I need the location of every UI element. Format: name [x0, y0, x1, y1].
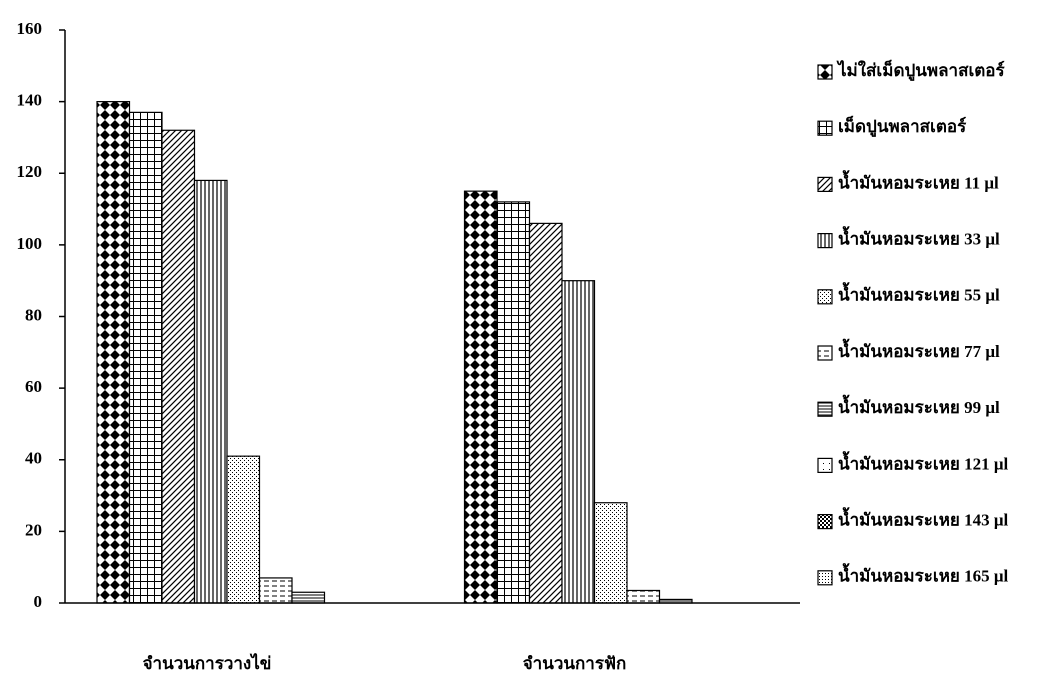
legend-label: น้ำมันหอมระเหย 33 μl: [838, 226, 1000, 249]
legend-swatch: [817, 513, 833, 530]
x-tick-label: จำนวนการวางไข่: [143, 653, 272, 673]
bar: [463, 190, 498, 604]
legend-label: น้ำมันหอมระเหย 77 μl: [838, 338, 1000, 361]
y-tick-label: 60: [25, 377, 42, 396]
y-tick-label: 100: [17, 234, 43, 253]
bar: [626, 589, 661, 604]
y-tick-label: 160: [17, 19, 43, 38]
bar: [96, 101, 131, 604]
bar: [128, 111, 163, 604]
legend-swatch: [817, 120, 833, 136]
bar: [561, 280, 596, 604]
legend-swatch: [817, 457, 833, 473]
legend-label: น้ำมันหอมระเหย 99 μl: [838, 394, 1000, 417]
bar: [258, 577, 293, 604]
y-tick-label: 40: [25, 449, 42, 468]
legend-swatch: [817, 176, 833, 192]
legend-label: น้ำมันหอมระเหย 143 μl: [838, 507, 1008, 530]
legend-swatch: [817, 570, 833, 586]
legend-label: น้ำมันหอมระเหย 11 μl: [838, 169, 999, 192]
bar: [161, 129, 196, 604]
y-tick-label: 140: [17, 91, 43, 110]
bar: [496, 201, 531, 604]
legend-label: น้ำมันหอมระเหย 165 μl: [838, 563, 1008, 586]
legend-label: น้ำมันหอมระเหย 121 μl: [838, 450, 1008, 473]
x-tick-label: จำนวนการฟัก: [523, 654, 627, 673]
legend-swatch: [817, 345, 833, 361]
bar: [528, 222, 563, 604]
legend-swatch: [817, 289, 833, 305]
bar: [593, 502, 628, 604]
legend-swatch: [817, 401, 833, 417]
legend-label: เม็ดปูนพลาสเตอร์: [838, 114, 967, 138]
bar: [291, 591, 326, 604]
bar: [226, 455, 261, 604]
legend-swatch: [817, 233, 833, 249]
bar: [193, 179, 228, 604]
y-tick-label: 0: [34, 592, 43, 611]
legend-label: ไม่ใส่เม็ดปูนพลาสเตอร์: [836, 58, 1006, 82]
legend-swatch: [817, 64, 833, 80]
legend-label: น้ำมันหอมระเหย 55 μl: [838, 282, 1000, 305]
y-tick-label: 120: [17, 162, 43, 181]
y-tick-label: 80: [25, 305, 42, 324]
y-tick-label: 20: [25, 520, 42, 539]
